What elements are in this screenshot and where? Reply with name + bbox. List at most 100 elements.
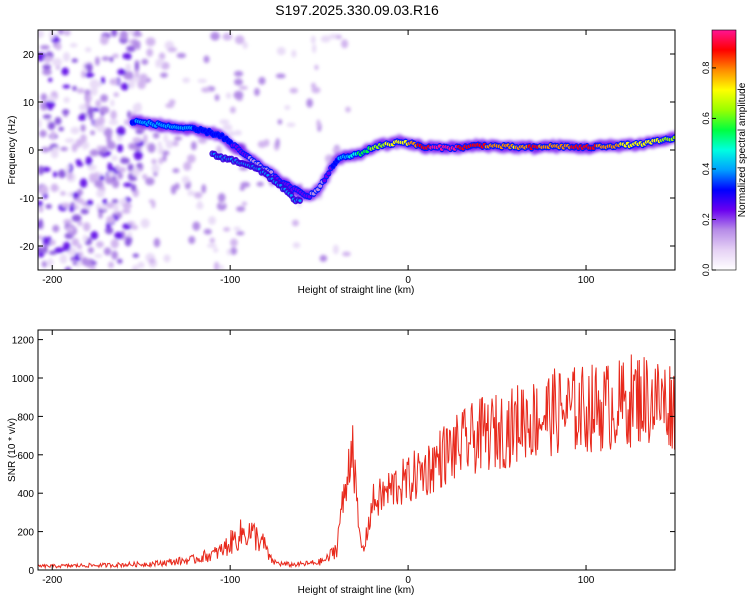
noise-blob — [100, 94, 109, 103]
noise-blob — [160, 72, 168, 78]
noise-blob — [71, 238, 80, 247]
y-tick-label: 600 — [17, 451, 34, 462]
noise-blob — [238, 85, 248, 90]
noise-blob — [107, 171, 115, 178]
noise-blob — [226, 248, 232, 256]
noise-blob — [141, 58, 149, 65]
noise-blob — [160, 61, 170, 70]
noise-blob — [42, 236, 48, 246]
noise-blob — [128, 142, 137, 150]
noise-blob — [67, 192, 74, 197]
noise-blob — [112, 53, 119, 59]
noise-blob — [284, 105, 291, 110]
noise-blob — [306, 98, 313, 108]
spectrogram-ridge — [128, 114, 675, 205]
noise-blob — [43, 243, 48, 254]
noise-blob — [332, 244, 339, 255]
figure-title: S197.2025.330.09.03.R16 — [275, 2, 439, 18]
noise-blob — [209, 237, 215, 244]
noise-blob — [183, 161, 192, 171]
noise-blob — [217, 192, 226, 203]
noise-blob — [258, 76, 266, 85]
noise-blob — [119, 166, 126, 173]
noise-blob — [132, 39, 138, 49]
noise-blob — [78, 114, 86, 121]
noise-blob — [87, 246, 94, 254]
noise-blob — [110, 238, 119, 249]
noise-blob — [64, 266, 72, 270]
noise-blob — [289, 87, 299, 94]
noise-blob — [38, 205, 44, 213]
noise-blob — [80, 124, 86, 132]
colorbar-label: Normalized spectral amplitude — [737, 82, 748, 217]
noise-blob — [236, 206, 246, 212]
noise-blob — [117, 172, 124, 180]
noise-blob — [47, 121, 56, 130]
noise-blob — [84, 258, 92, 268]
noise-blob — [216, 201, 227, 211]
noise-blob — [125, 63, 131, 72]
noise-blob — [130, 183, 137, 192]
noise-blob — [120, 82, 129, 91]
y-tick-label: -10 — [20, 194, 35, 205]
noise-blob — [113, 92, 120, 98]
noise-blob — [113, 202, 119, 213]
noise-blob — [242, 41, 248, 50]
noise-blob — [123, 182, 133, 188]
noise-blob — [137, 261, 145, 269]
noise-blob — [135, 129, 144, 135]
noise-blob — [127, 163, 134, 172]
noise-blob — [79, 178, 88, 188]
noise-blob — [89, 172, 96, 183]
branch-core — [298, 199, 302, 203]
noise-blob — [213, 247, 219, 253]
noise-blob — [65, 165, 71, 171]
noise-blob — [257, 140, 267, 148]
noise-blob — [87, 94, 92, 103]
noise-blob — [222, 124, 233, 131]
noise-blob — [45, 100, 56, 109]
noise-blob — [66, 226, 75, 233]
noise-blob — [64, 138, 75, 143]
noise-blob — [158, 57, 164, 67]
noise-blob — [230, 247, 238, 255]
noise-blob — [116, 144, 124, 153]
y-tick-label: 400 — [17, 489, 34, 500]
noise-blob — [52, 171, 58, 178]
noise-blob — [69, 205, 75, 213]
snr-xlabel: Height of straight line (km) — [298, 585, 415, 596]
noise-blob — [47, 96, 57, 102]
y-tick-label: -20 — [20, 242, 35, 253]
noise-blob — [95, 56, 100, 66]
noise-blob — [143, 133, 148, 144]
noise-blob — [157, 146, 164, 155]
noise-blob — [54, 116, 62, 125]
noise-blob — [42, 64, 52, 70]
noise-blob — [134, 61, 140, 71]
noise-blob — [241, 201, 248, 206]
noise-blob — [286, 122, 296, 127]
noise-blob — [60, 191, 66, 196]
spectrogram-frame — [37, 29, 676, 271]
ridge-core — [326, 171, 331, 176]
noise-blob — [314, 64, 319, 70]
noise-blob — [98, 150, 104, 157]
noise-blob — [120, 157, 130, 164]
noise-blob — [275, 73, 286, 79]
colorbar-gradient — [712, 30, 736, 270]
spectrogram-xlabel: Height of straight line (km) — [298, 285, 415, 296]
noise-blob — [132, 103, 142, 113]
noise-blob — [219, 119, 230, 125]
noise-blob — [76, 162, 84, 167]
noise-blob — [58, 30, 64, 35]
noise-blob — [193, 191, 203, 199]
noise-blob — [92, 107, 100, 112]
ridge-core — [269, 170, 274, 174]
noise-blob — [134, 72, 140, 78]
x-tick-label: -100 — [220, 275, 240, 286]
noise-blob — [62, 52, 71, 62]
noise-blob — [89, 79, 100, 89]
noise-blob — [61, 202, 71, 208]
noise-blob — [72, 261, 77, 266]
